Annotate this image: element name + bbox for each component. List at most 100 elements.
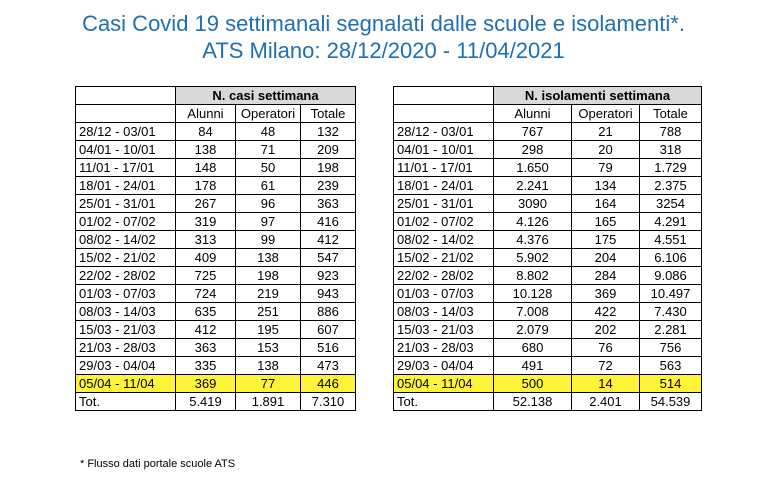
value-cell: 50 [235,158,301,177]
group-header-row: N. isolamenti settimana [393,86,703,105]
value-cell: 48 [235,122,301,141]
total-label: Tot. [393,392,494,411]
period-cell: 15/03 - 21/03 [393,320,494,339]
value-cell: 563 [638,356,703,375]
period-cell: 25/01 - 31/01 [393,194,494,213]
value-cell: 4.126 [493,212,572,231]
value-cell: 148 [175,158,236,177]
total-value: 5.419 [175,392,236,411]
value-cell: 473 [299,356,357,375]
table-row: 18/01 - 24/01 178 61 239 [75,176,357,195]
period-cell: 01/02 - 07/02 [393,212,494,231]
value-cell: 10.497 [638,284,703,303]
total-value: 2.401 [571,392,640,411]
value-cell: 412 [299,230,357,249]
value-cell: 409 [175,248,236,267]
value-cell: 71 [235,140,301,159]
total-value: 54.539 [638,392,703,411]
value-cell: 943 [299,284,357,303]
value-cell: 239 [299,176,357,195]
total-value: 52.138 [493,392,572,411]
table-row: 21/03 - 28/03 680 76 756 [393,338,703,357]
value-cell: 195 [235,320,301,339]
period-cell: 11/01 - 17/01 [75,158,176,177]
value-cell: 767 [493,122,572,141]
value-cell: 756 [638,338,703,357]
table-row: 15/02 - 21/02 5.902 204 6.106 [393,248,703,267]
value-cell: 97 [235,212,301,231]
value-cell: 284 [571,266,640,285]
value-cell: 7.008 [493,302,572,321]
table-row: 15/03 - 21/03 412 195 607 [75,320,357,339]
table-row: 18/01 - 24/01 2.241 134 2.375 [393,176,703,195]
table-row: 15/03 - 21/03 2.079 202 2.281 [393,320,703,339]
period-cell: 28/12 - 03/01 [75,122,176,141]
period-cell: 29/03 - 04/04 [393,356,494,375]
table-row: 25/01 - 31/01 267 96 363 [75,194,357,213]
period-cell: 01/03 - 07/03 [393,284,494,303]
value-cell: 76 [571,338,640,357]
value-cell: 725 [175,266,236,285]
value-cell: 138 [235,248,301,267]
value-cell: 5.902 [493,248,572,267]
period-cell: 25/01 - 31/01 [75,194,176,213]
value-cell: 164 [571,194,640,213]
total-label: Tot. [75,392,176,411]
value-cell: 209 [299,140,357,159]
value-cell: 422 [571,302,640,321]
value-cell: 500 [493,374,572,393]
table-row: 01/03 - 07/03 10.128 369 10.497 [393,284,703,303]
table-row: 29/03 - 04/04 491 72 563 [393,356,703,375]
value-cell: 886 [299,302,357,321]
value-cell: 607 [299,320,357,339]
table-row: 01/03 - 07/03 724 219 943 [75,284,357,303]
value-cell: 198 [299,158,357,177]
value-cell: 7.430 [638,302,703,321]
page-title: Casi Covid 19 settimanali segnalati dall… [82,11,685,36]
value-cell: 298 [493,140,572,159]
value-cell: 6.106 [638,248,703,267]
value-cell: 178 [175,176,236,195]
column-header: Operatori [571,104,640,123]
value-cell: 72 [571,356,640,375]
value-cell: 4.291 [638,212,703,231]
total-value: 7.310 [299,392,357,411]
total-row: Tot. 5.419 1.891 7.310 [75,392,357,411]
column-header: Alunni [175,104,236,123]
value-cell: 251 [235,302,301,321]
period-cell: 01/02 - 07/02 [75,212,176,231]
table-row: 05/04 - 11/04 369 77 446 [75,374,357,393]
value-cell: 446 [299,374,357,393]
value-cell: 175 [571,230,640,249]
column-header-row: Alunni Operatori Totale [75,104,357,123]
value-cell: 369 [175,374,236,393]
table-row: 01/02 - 07/02 319 97 416 [75,212,357,231]
value-cell: 138 [235,356,301,375]
header-blank-cell [393,104,494,123]
value-cell: 369 [571,284,640,303]
table-row: 21/03 - 28/03 363 153 516 [75,338,357,357]
header-blank-cell [393,86,494,105]
column-header-row: Alunni Operatori Totale [393,104,703,123]
page-subtitle: ATS Milano: 28/12/2020 - 11/04/2021 [202,38,565,63]
value-cell: 788 [638,122,703,141]
table-row: 08/02 - 14/02 313 99 412 [75,230,357,249]
table-row: 28/12 - 03/01 84 48 132 [75,122,357,141]
value-cell: 9.086 [638,266,703,285]
value-cell: 313 [175,230,236,249]
period-cell: 22/02 - 28/02 [75,266,176,285]
period-cell: 01/03 - 07/03 [75,284,176,303]
value-cell: 4.551 [638,230,703,249]
period-cell: 04/01 - 10/01 [393,140,494,159]
period-cell: 18/01 - 24/01 [75,176,176,195]
value-cell: 1.650 [493,158,572,177]
period-cell: 08/02 - 14/02 [75,230,176,249]
value-cell: 3090 [493,194,572,213]
value-cell: 84 [175,122,236,141]
column-header: Alunni [493,104,572,123]
value-cell: 165 [571,212,640,231]
value-cell: 153 [235,338,301,357]
column-header: Operatori [235,104,301,123]
value-cell: 99 [235,230,301,249]
value-cell: 3254 [638,194,703,213]
